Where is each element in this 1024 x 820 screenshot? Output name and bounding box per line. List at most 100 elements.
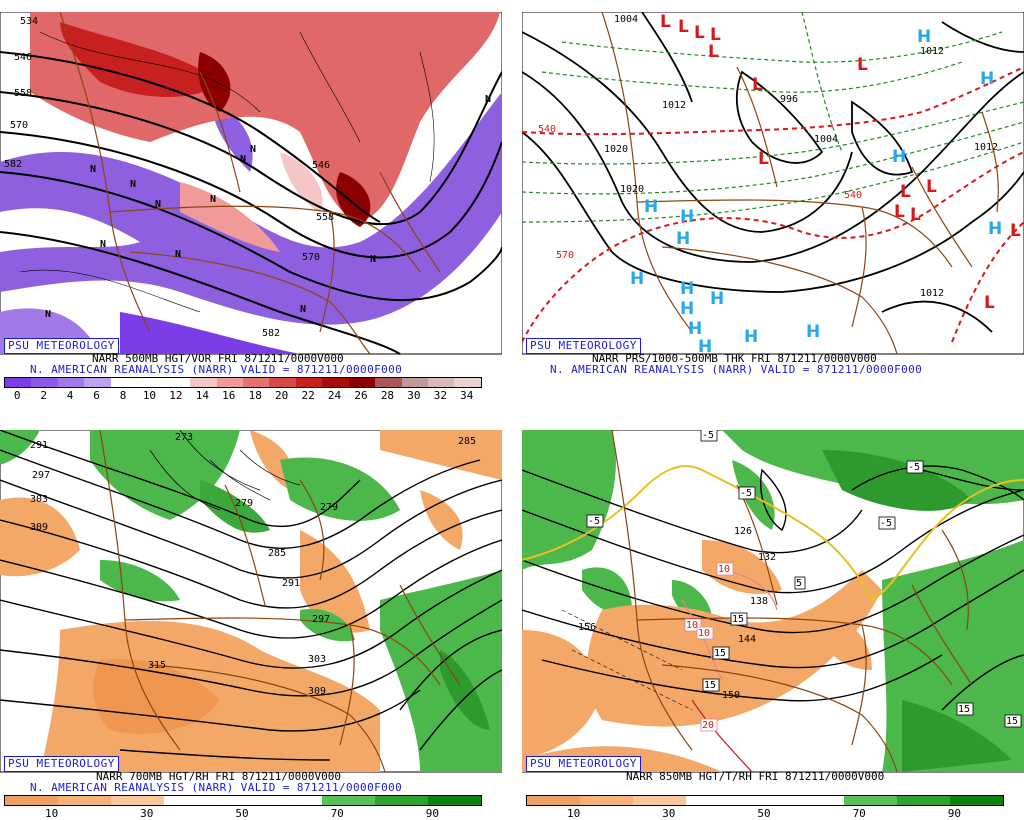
high-marker: H xyxy=(680,207,694,227)
scale-swatch xyxy=(348,378,376,387)
temp-label: 10 xyxy=(686,620,698,631)
isobar-label: 1012 xyxy=(920,288,944,299)
contour-label: 570 xyxy=(10,120,28,131)
svg-text:N: N xyxy=(250,144,256,155)
height-label: 144 xyxy=(738,634,756,645)
contour-label: 309 xyxy=(30,522,48,533)
scale-swatch xyxy=(84,378,111,387)
psu-meteorology-badge: PSU METEOROLOGY xyxy=(526,338,641,354)
high-marker: H xyxy=(710,289,724,309)
svg-text:N: N xyxy=(485,94,491,105)
low-marker: L xyxy=(710,25,721,45)
low-marker: L xyxy=(857,55,868,75)
scale-tick-label: 4 xyxy=(66,389,74,402)
scale-tick-label: 6 xyxy=(93,389,100,402)
scale-swatch xyxy=(950,796,1004,805)
vorticity-map: NNN NNN NNN NNN 534 546 558 570 582 546 … xyxy=(0,12,502,355)
scale-swatch xyxy=(632,796,686,805)
scale-tick-label: 18 xyxy=(248,389,262,402)
rh700-map: 291 297 303 309 273 279 279 285 285 291 … xyxy=(0,430,502,773)
contour-label: 546 xyxy=(312,160,330,171)
panel-caption: NARR PRS/1000-500MB THK FRI 871211/0000V… xyxy=(592,352,877,365)
scale-swatch xyxy=(242,378,270,387)
panel-pressure-thickness: H H H H H H H H H H H H H H H L L L L L … xyxy=(522,12,1024,402)
scale-tick-label: 70 xyxy=(852,807,866,820)
scale-swatch xyxy=(190,378,217,387)
panel-700mb-rh: 291 297 303 309 273 279 279 285 285 291 … xyxy=(0,430,502,820)
svg-text:N: N xyxy=(240,154,246,165)
low-marker: L xyxy=(894,202,905,222)
scale-tick-label: 28 xyxy=(380,389,395,402)
scale-tick-label: 90 xyxy=(425,807,440,820)
high-marker: H xyxy=(644,197,658,217)
high-marker: H xyxy=(630,269,644,289)
scale-tick-label: 90 xyxy=(947,807,962,820)
scale-tick-label: 0 xyxy=(13,389,21,402)
scale-swatch xyxy=(738,796,792,805)
scale-tick-label: 30 xyxy=(662,807,676,820)
scale-tick-label: 70 xyxy=(330,807,344,820)
scale-swatch xyxy=(844,796,898,805)
panel-subcaption: N. AMERICAN REANALYSIS (NARR) VALID = 87… xyxy=(30,363,403,376)
contour-label: 285 xyxy=(458,436,476,447)
isobar-label: 1012 xyxy=(974,142,998,153)
height-label: 138 xyxy=(750,596,768,607)
high-marker: H xyxy=(744,327,758,347)
svg-text:N: N xyxy=(90,164,96,175)
isobar-label: 1004 xyxy=(614,14,638,25)
scale-swatch xyxy=(375,378,402,387)
svg-text:N: N xyxy=(45,309,51,320)
contour-label: 273 xyxy=(175,432,193,443)
thickness-label: 540 xyxy=(538,124,556,135)
scale-swatch xyxy=(401,378,428,387)
svg-text:N: N xyxy=(155,199,161,210)
contour-label: 279 xyxy=(235,498,253,509)
scale-swatch xyxy=(428,378,455,387)
scale-tick-label: 20 xyxy=(275,389,289,402)
svg-text:N: N xyxy=(100,239,106,250)
height-label: 126 xyxy=(734,526,752,537)
height-label: 156 xyxy=(578,622,596,633)
scale-tick-label: 16 xyxy=(222,389,236,402)
svg-text:N: N xyxy=(210,194,216,205)
high-marker: H xyxy=(917,27,931,47)
rh700-color-scale xyxy=(4,795,482,806)
scale-swatch xyxy=(295,378,323,387)
low-marker: L xyxy=(758,149,769,169)
low-marker: L xyxy=(660,12,671,32)
scale-tick-label: 50 xyxy=(757,807,771,820)
svg-text:N: N xyxy=(130,179,136,190)
low-marker: L xyxy=(1010,221,1021,241)
high-marker: H xyxy=(806,322,820,342)
high-marker: H xyxy=(680,279,694,299)
temp-label: -5 xyxy=(908,462,920,473)
high-marker: H xyxy=(892,147,906,167)
scale-swatch xyxy=(57,796,111,805)
contour-label: 303 xyxy=(308,654,326,665)
isobar-label: 1004 xyxy=(814,134,838,145)
contour-label: 279 xyxy=(320,502,338,513)
temp-label: 5 xyxy=(796,578,802,589)
scale-swatch xyxy=(216,378,243,387)
low-marker: L xyxy=(910,205,921,225)
scale-swatch xyxy=(137,378,164,387)
scale-swatch xyxy=(322,796,376,805)
boxed-labels: -5 -5 -5 -5 -5 5 10 10 10 15 15 15 15 15… xyxy=(586,430,1022,732)
isobar-label: 1020 xyxy=(620,184,644,195)
isobar-label: 1020 xyxy=(604,144,628,155)
low-marker: L xyxy=(752,75,763,95)
scale-swatch xyxy=(375,796,429,805)
isobar-label: 1012 xyxy=(662,100,686,111)
svg-text:N: N xyxy=(370,254,376,265)
scale-tick-label: 10 xyxy=(142,389,157,402)
scale-swatch xyxy=(791,796,845,805)
vorticity-scale-labels: 0 2 4 6 8 10 12 14 16 18 20 22 24 26 28 30 32 34 xyxy=(4,389,480,402)
isobar-label: 1012 xyxy=(920,46,944,57)
contour-label: 534 xyxy=(20,16,38,27)
contour-label: 570 xyxy=(302,252,320,263)
rh700-scale-labels: 10 30 50 70 90 xyxy=(4,807,480,820)
contour-label: 291 xyxy=(30,440,48,451)
low-pressure-markers: L L L L L L L L L L L L L L xyxy=(660,12,1021,313)
psu-meteorology-badge: PSU METEOROLOGY xyxy=(4,756,119,772)
